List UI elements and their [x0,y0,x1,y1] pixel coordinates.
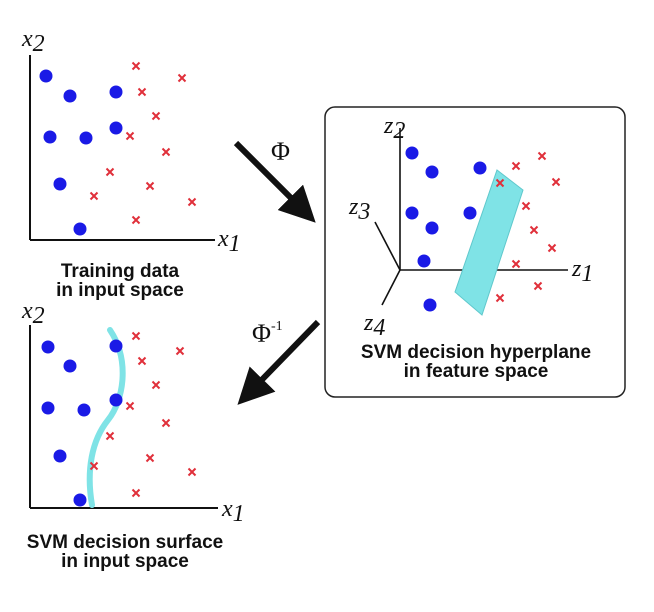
cross-point-icon [125,401,135,411]
cross-point-icon [161,418,171,428]
cross-point-icon [131,331,141,341]
cross-point-icon [533,281,543,291]
circle-point-icon [109,121,123,135]
panel3-crosses [89,331,197,498]
cross-point-icon [89,191,99,201]
inverse-mapping: Φ-1 [237,319,321,405]
cross-point-icon [125,131,135,141]
cross-point-icon [495,293,505,303]
z4-axis-label: z4 [363,310,385,341]
cross-point-icon [187,467,197,477]
circle-point-icon [425,221,439,235]
cross-point-icon [131,61,141,71]
circle-point-icon [63,359,77,373]
panel3-axes [29,325,218,509]
cross-point-icon [151,111,161,121]
circle-point-icon [41,401,55,415]
circle-point-icon [473,161,487,175]
panel1-caption-line1: Training data [61,261,180,282]
panel-feature-space: z2 z1 z3 z4 SVM decision hyperplane in f… [324,106,626,398]
cross-point-icon [529,225,539,235]
cross-point-icon [175,346,185,356]
circle-point-icon [77,403,91,417]
cross-point-icon [137,87,147,97]
panel1-crosses [89,61,197,225]
cross-point-icon [131,215,141,225]
z1-axis-label: z1 [571,256,593,287]
cross-point-icon [105,167,115,177]
cross-point-icon [537,151,547,161]
cross-point-icon [547,243,557,253]
panel2-crosses [495,151,561,303]
panel1-circles [39,69,123,236]
inverse-arrow [237,319,321,405]
circle-point-icon [79,131,93,145]
circle-point-icon [63,89,77,103]
circle-point-icon [53,449,67,463]
panel1-x-axis-label: x1 [217,226,241,257]
cross-point-icon [511,161,521,171]
circle-point-icon [405,206,419,220]
circle-point-icon [405,146,419,160]
forward-arrow [233,140,316,223]
panel2-circles [405,146,487,312]
cross-point-icon [511,259,521,269]
panel3-caption-line2: in input space [61,551,189,572]
panel3-y-axis-label: x2 [21,298,45,329]
panel1-y-axis-label: x2 [21,26,45,57]
panel1-axes [29,55,215,241]
decision-surface-curve [86,327,126,508]
cross-point-icon [521,201,531,211]
cross-point-icon [105,431,115,441]
panel-training-data: x2 x1 Training data in input space [21,26,241,301]
panel3-circles [41,339,123,507]
panel2-caption-line1: SVM decision hyperplane [361,342,591,363]
cross-point-icon [151,380,161,390]
circle-point-icon [425,165,439,179]
cross-point-icon [131,488,141,498]
decision-hyperplane [454,169,524,316]
panel3-caption-line1: SVM decision surface [27,532,223,553]
forward-mapping: Φ [233,137,316,223]
cross-point-icon [161,147,171,157]
circle-point-icon [41,340,55,354]
circle-point-icon [73,222,87,236]
z2-axis-label: z2 [383,113,405,144]
panel1-caption-line2: in input space [56,280,184,301]
circle-point-icon [463,206,477,220]
cross-point-icon [137,356,147,366]
circle-point-icon [73,493,87,507]
cross-point-icon [495,178,505,188]
circle-point-icon [39,69,53,83]
panel-decision-surface: x2 x1 SVM decision surface in input spac… [21,298,245,572]
cross-point-icon [177,73,187,83]
cross-point-icon [145,453,155,463]
circle-point-icon [109,339,123,353]
cross-point-icon [187,197,197,207]
cross-point-icon [551,177,561,187]
cross-point-icon [89,461,99,471]
circle-point-icon [109,393,123,407]
circle-point-icon [43,130,57,144]
circle-point-icon [109,85,123,99]
circle-point-icon [417,254,431,268]
cross-point-icon [145,181,155,191]
phi-label: Φ [271,137,290,166]
circle-point-icon [53,177,67,191]
phi-inverse-label: Φ-1 [252,319,283,348]
z3-axis-label: z3 [348,194,370,225]
circle-point-icon [423,298,437,312]
panel3-x-axis-label: x1 [221,496,245,527]
panel2-caption-line2: in feature space [404,361,549,382]
